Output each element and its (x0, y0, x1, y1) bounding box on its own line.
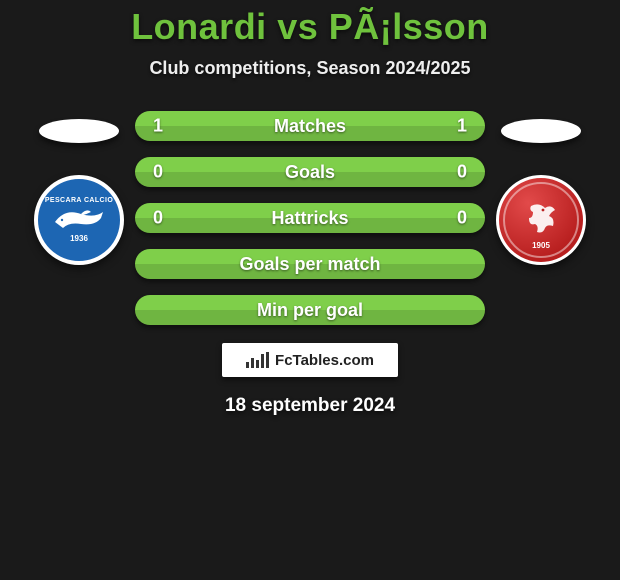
club-badge-pescara: PESCARA CALCIO 1936 (34, 175, 124, 265)
stat-label: Hattricks (271, 208, 348, 229)
player-b-column: 1905 (481, 107, 601, 265)
stats-list: 1 Matches 1 0 Goals 0 0 Hattricks 0 Goal… (135, 107, 485, 325)
pescara-year: 1936 (70, 234, 88, 243)
stat-row-min-per-goal: Min per goal (135, 295, 485, 325)
stat-left-value: 1 (153, 116, 163, 137)
player-a-column: PESCARA CALCIO 1936 (19, 107, 139, 265)
stat-left-value: 0 (153, 208, 163, 229)
stat-label: Matches (274, 116, 346, 137)
bar-chart-icon (246, 352, 269, 368)
subtitle: Club competitions, Season 2024/2025 (149, 58, 470, 79)
page-title: Lonardi vs PÃ¡lsson (131, 6, 489, 48)
perugia-year: 1905 (532, 241, 550, 250)
pescara-name: PESCARA CALCIO (45, 197, 113, 204)
brand-text: FcTables.com (275, 352, 374, 369)
stat-label: Goals per match (239, 254, 380, 275)
stat-label: Goals (285, 162, 335, 183)
stat-label: Min per goal (257, 300, 363, 321)
stat-right-value: 1 (457, 116, 467, 137)
brand-logo[interactable]: FcTables.com (222, 343, 398, 377)
title-vs: vs (277, 6, 318, 47)
player-a-head-icon (39, 119, 119, 143)
player-b-head-icon (501, 119, 581, 143)
stat-row-hattricks: 0 Hattricks 0 (135, 203, 485, 233)
griffin-icon (521, 200, 561, 240)
stat-row-goals-per-match: Goals per match (135, 249, 485, 279)
stat-left-value: 0 (153, 162, 163, 183)
stat-row-goals: 0 Goals 0 (135, 157, 485, 187)
dolphin-icon (51, 206, 107, 232)
stat-right-value: 0 (457, 162, 467, 183)
club-badge-perugia: 1905 (496, 175, 586, 265)
stat-right-value: 0 (457, 208, 467, 229)
stats-container: PESCARA CALCIO 1936 1 Matches 1 (0, 107, 620, 325)
title-player-b: PÃ¡lsson (329, 6, 489, 47)
stat-row-matches: 1 Matches 1 (135, 111, 485, 141)
date-text: 18 september 2024 (225, 395, 395, 417)
title-player-a: Lonardi (131, 6, 267, 47)
